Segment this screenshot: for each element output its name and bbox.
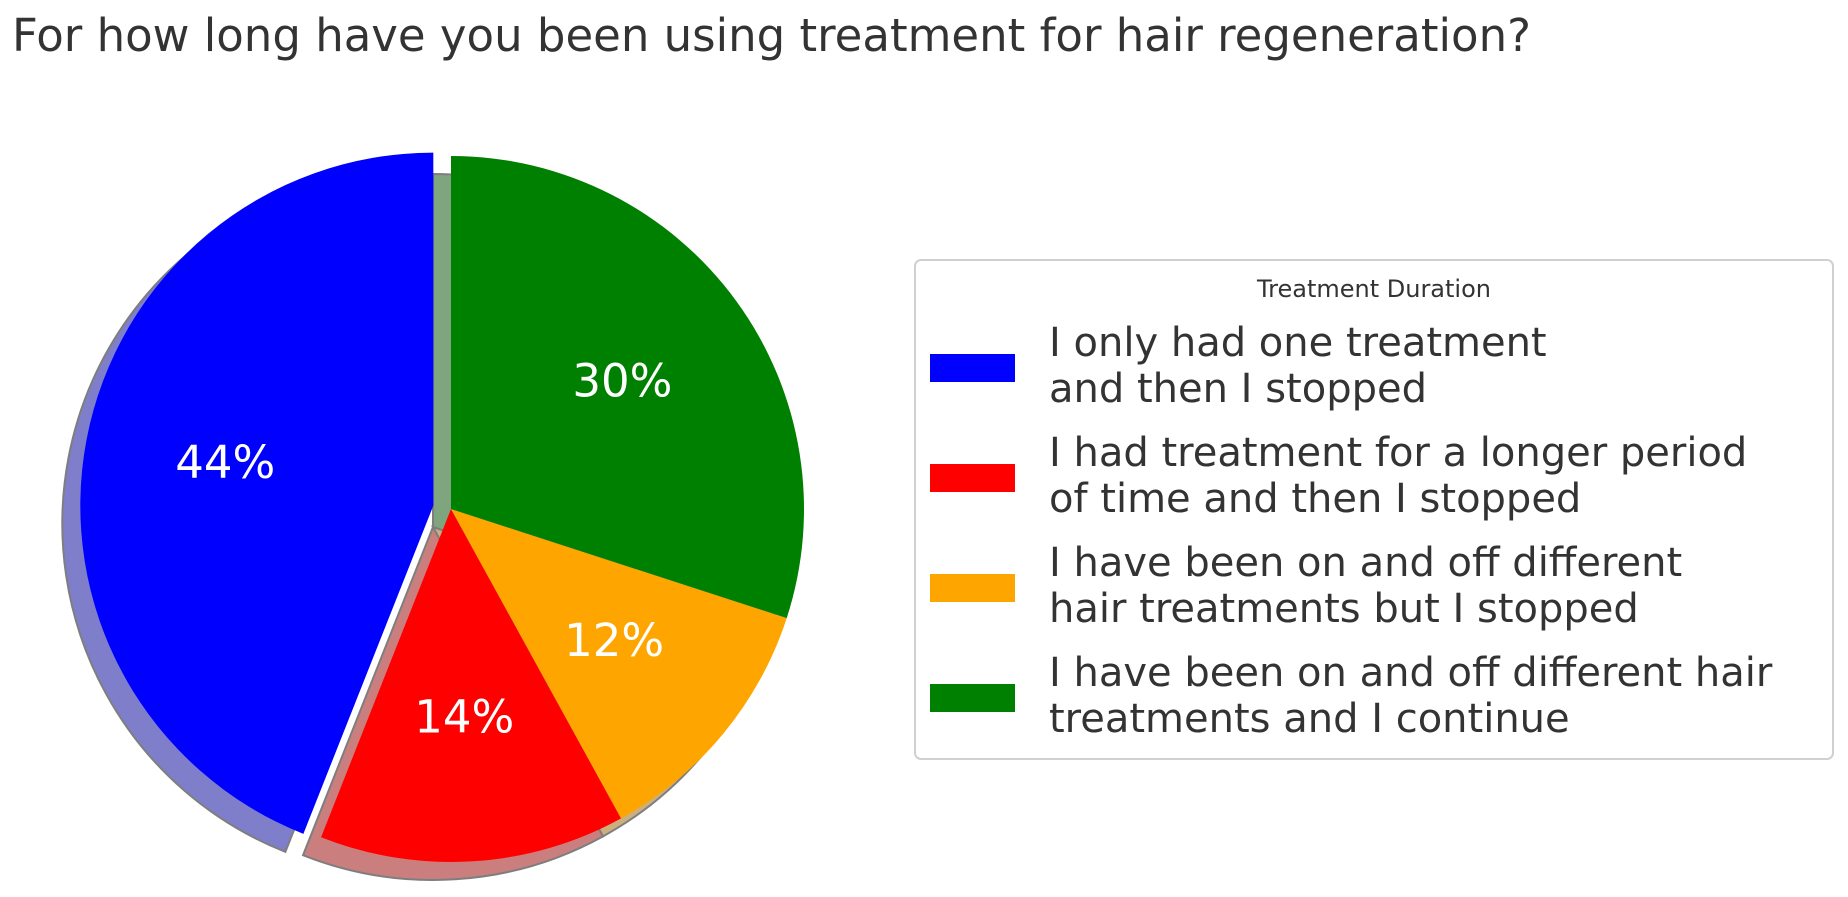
wedge (451, 509, 787, 819)
legend-box (914, 259, 1834, 760)
chart-title: For how long have you been using treatme… (12, 9, 1531, 62)
legend-label: I have been on and off different hair tre… (1049, 540, 1682, 632)
value-label: 14% (414, 690, 514, 743)
legend-swatch (930, 464, 1015, 492)
legend-title: Treatment Duration (1256, 275, 1491, 303)
wedges (80, 152, 804, 862)
wedge (321, 509, 622, 862)
value-label: 12% (564, 614, 664, 667)
legend-label: I have been on and off different hair tre… (1049, 650, 1773, 742)
legend-swatch (930, 574, 1015, 602)
legend-label: I had treatment for a longer period of ti… (1049, 430, 1747, 522)
legend-label: I only had one treatment and then I stopp… (1049, 320, 1547, 412)
value-label: 30% (572, 355, 672, 408)
legend-swatch (930, 684, 1015, 712)
wedge (451, 156, 804, 619)
value-label: 44% (175, 436, 275, 489)
legend-swatch (930, 354, 1015, 382)
wedge (80, 152, 434, 834)
